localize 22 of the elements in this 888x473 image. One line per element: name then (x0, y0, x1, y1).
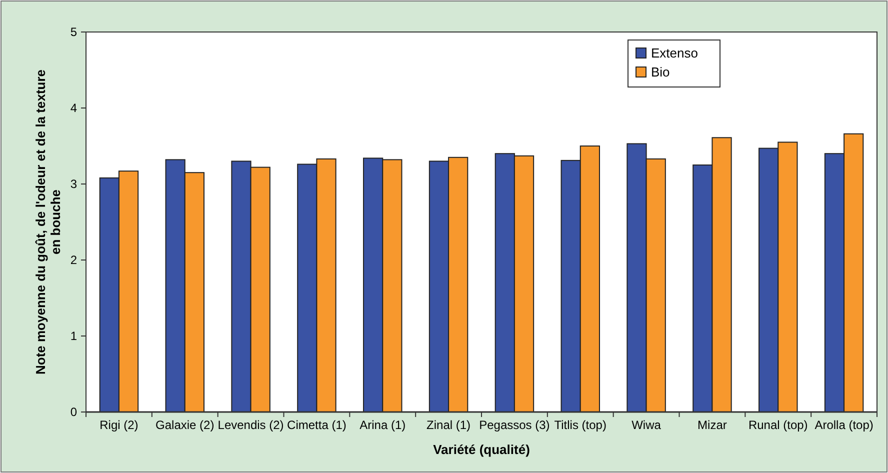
y-tick-label: 4 (70, 101, 78, 116)
y-axis-title: Note moyenne du goût, de l'odeur et de la texture en bouche (33, 69, 63, 375)
y-tick-label: 0 (70, 405, 78, 420)
y-tick-label: 2 (70, 253, 78, 268)
x-tick-label: Titlis (top) (554, 418, 606, 432)
legend-label: Extenso (651, 46, 698, 61)
x-tick-label: Cimetta (1) (287, 418, 346, 432)
x-tick-label: Arina (1) (360, 418, 406, 432)
x-tick-label: Wiwa (632, 418, 662, 432)
x-tick-label: Runal (top) (748, 418, 808, 432)
x-tick-label: Mizar (698, 418, 727, 432)
x-tick-label: Arolla (top) (814, 418, 874, 432)
legend-label: Bio (651, 64, 670, 80)
x-tick-label: Galaxie (2) (156, 418, 214, 432)
y-tick-label: 3 (70, 177, 78, 192)
x-tick-label: Rigi (2) (100, 418, 138, 432)
y-tick-label: 5 (70, 25, 78, 40)
y-tick-label: 1 (70, 329, 78, 344)
x-tick-label: Levendis (2) (218, 418, 284, 432)
x-axis-title: Variété (qualité) (433, 442, 530, 457)
x-tick-label: Pegassos (3) (479, 418, 550, 432)
x-tick-label: Zinal (1) (426, 418, 471, 432)
